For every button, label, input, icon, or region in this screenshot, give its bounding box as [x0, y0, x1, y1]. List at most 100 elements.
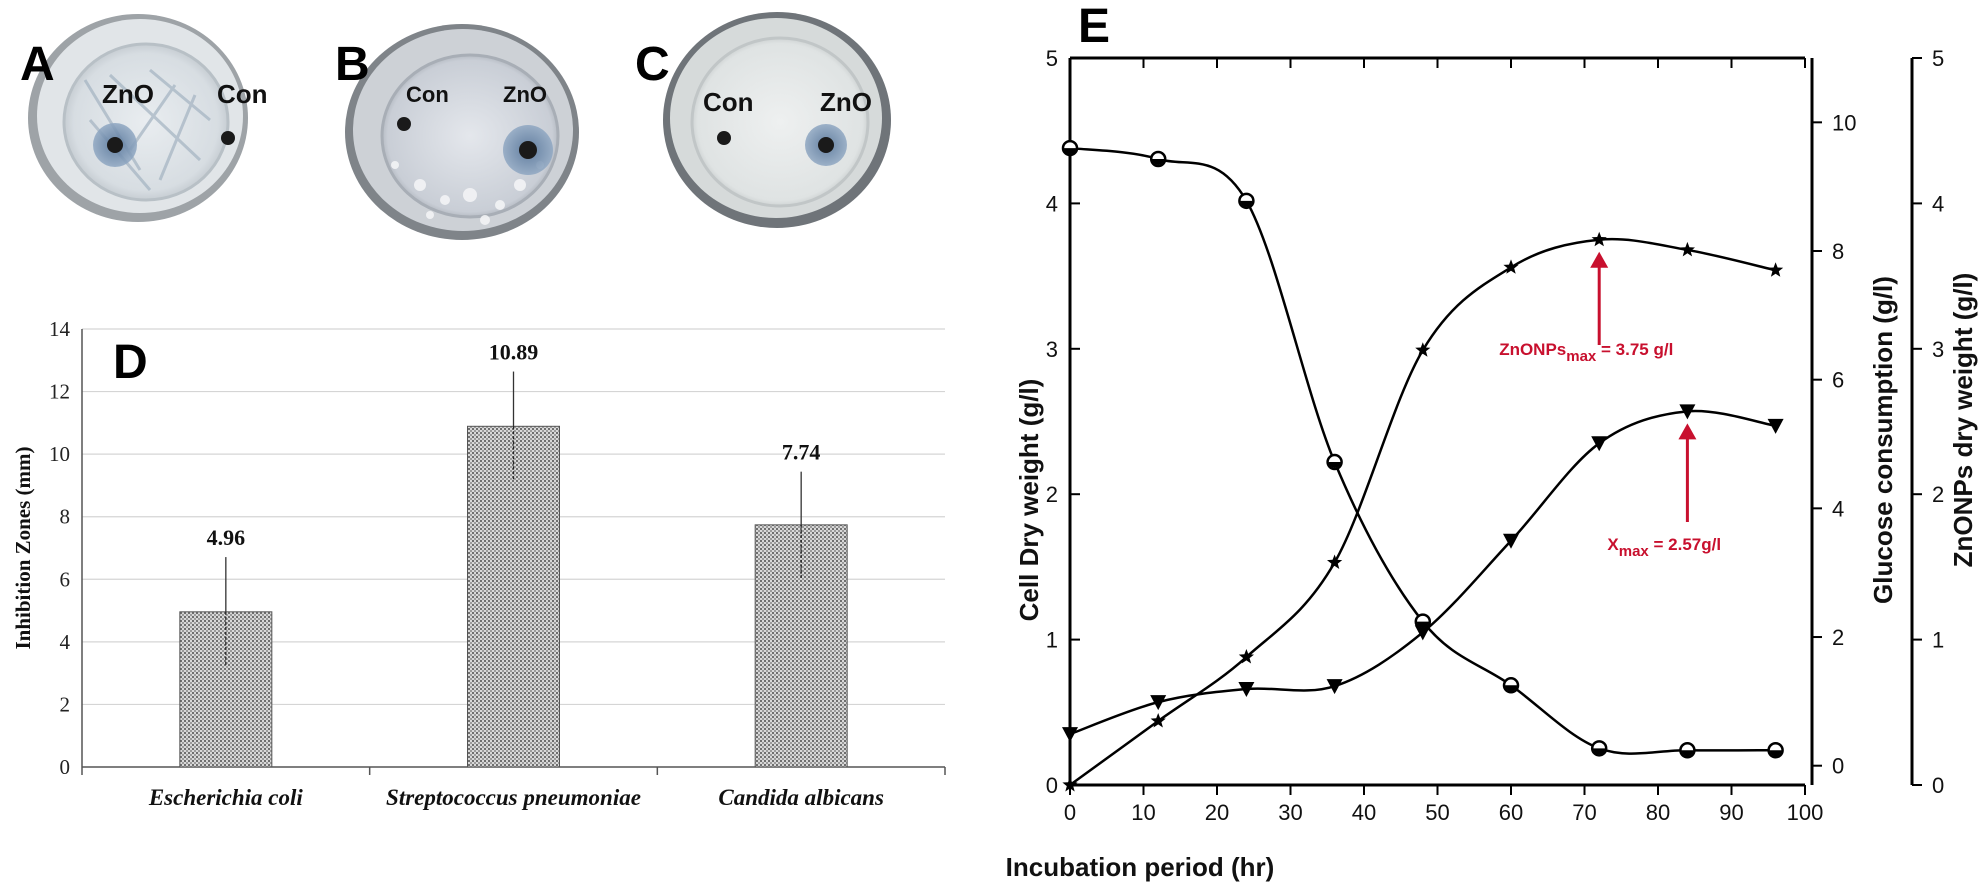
agar-plate — [690, 36, 870, 208]
e-marker-star — [1503, 259, 1519, 274]
e-middle-tick-label: 6 — [1832, 368, 1844, 393]
d-category-label: Candida albicans — [718, 785, 884, 810]
e-series-line-star — [1069, 237, 1776, 787]
e-annotation-label: ZnONPsmax = 3.75 g/l — [1499, 340, 1673, 365]
e-x-tick-label: 30 — [1278, 800, 1302, 825]
d-y-tick-label: 10 — [49, 442, 70, 466]
control-well — [397, 117, 411, 131]
dish-label-con: Con — [217, 79, 268, 109]
e-marker-star — [1062, 777, 1078, 792]
e-marker-triangle — [1238, 682, 1255, 698]
dish-label-zno: ZnO — [503, 82, 547, 107]
e-marker-circle-fill — [1064, 148, 1076, 155]
e-x-axis-label: Incubation period (hr) — [1006, 852, 1275, 882]
e-right-axis-label: ZnONPs dry weight (g/l) — [1948, 273, 1978, 568]
dish-label-con: Con — [703, 87, 754, 117]
panel-letter-d: D — [113, 336, 148, 389]
d-value-label: 7.74 — [782, 440, 821, 465]
e-x-tick-label: 20 — [1205, 800, 1229, 825]
e-marker-star — [1591, 231, 1607, 247]
e-marker-circle-fill — [1152, 159, 1165, 166]
e-marker-circle-fill — [1240, 200, 1253, 207]
d-y-tick-label: 12 — [49, 380, 70, 404]
e-marker-triangle — [1503, 533, 1519, 549]
e-left-tick-label: 5 — [1046, 46, 1058, 71]
e-marker-triangle — [1326, 679, 1343, 695]
e-marker-star — [1238, 649, 1254, 664]
d-bar — [467, 425, 560, 768]
e-marker-triangle — [1679, 404, 1696, 420]
e-middle-tick-label: 2 — [1832, 625, 1844, 650]
d-y-tick-label: 14 — [49, 317, 71, 341]
e-x-tick-label: 70 — [1572, 800, 1596, 825]
e-right-tick-label: 2 — [1932, 482, 1944, 507]
e-marker-circle-fill — [1593, 748, 1606, 755]
e-marker-circle-fill — [1416, 621, 1429, 628]
e-marker-circle-fill — [1328, 462, 1341, 469]
control-well — [717, 131, 731, 145]
dish-label-zno: ZnO — [820, 87, 872, 117]
e-marker-star — [1768, 262, 1784, 277]
d-y-tick-label: 4 — [60, 630, 71, 654]
e-left-tick-label: 3 — [1046, 337, 1058, 362]
panel-letter-b: B — [335, 38, 370, 91]
e-x-tick-label: 50 — [1425, 800, 1449, 825]
panel-d-bar-chart: D Inhibition Zones (mm) 0 2 4 6 8 10 12 14 4.96 E… — [11, 317, 946, 810]
panel-letter-a: A — [20, 38, 55, 91]
e-right-tick-label: 4 — [1932, 191, 1944, 216]
e-marker-circle-fill — [1681, 750, 1694, 757]
e-marker-star — [1327, 554, 1343, 569]
d-value-label: 4.96 — [207, 525, 246, 550]
d-y-tick-label: 6 — [60, 567, 71, 591]
e-series-line-triangle-down — [1069, 409, 1776, 736]
e-left-axis-label: Cell Dry weight (g/l) — [1014, 379, 1044, 622]
zno-well — [519, 141, 537, 159]
e-marker-triangle — [1414, 625, 1431, 641]
e-x-tick-label: 10 — [1131, 800, 1155, 825]
e-left-tick-label: 4 — [1046, 191, 1058, 216]
e-marker-triangle — [1591, 436, 1608, 452]
e-right-tick-label: 0 — [1932, 773, 1944, 798]
panel-c-petri-dish: C Con ZnO — [635, 12, 891, 228]
e-marker-triangle — [1150, 695, 1167, 711]
panel-a-petri-dish: A ZnO Con — [20, 14, 268, 222]
e-marker-circle-fill — [1505, 685, 1517, 692]
zno-well — [107, 137, 123, 153]
agar-plate — [380, 53, 560, 219]
e-x-tick-label: 0 — [1064, 800, 1076, 825]
panel-b-petri-dish: B Con ZnO — [335, 24, 579, 240]
panel-e-line-chart: E Incubation period (hr) 0 10 20 30 40 50 60 70… — [1006, 0, 1978, 882]
e-marker-star — [1150, 713, 1166, 728]
e-left-tick-label: 2 — [1046, 482, 1058, 507]
d-y-tick-label: 0 — [60, 755, 71, 779]
dish-label-con: Con — [406, 82, 449, 107]
e-marker-star — [1415, 342, 1431, 357]
e-marker-triangle — [1062, 727, 1078, 743]
d-y-axis-label: Inhibition Zones (mm) — [11, 446, 35, 649]
dish-label-zno: ZnO — [102, 79, 154, 109]
e-x-tick-label: 60 — [1499, 800, 1523, 825]
d-value-label: 10.89 — [489, 340, 539, 365]
e-x-tick-label: 40 — [1352, 800, 1376, 825]
e-marker-star — [1679, 241, 1695, 257]
e-middle-tick-label: 10 — [1832, 110, 1856, 135]
e-right-tick-label: 3 — [1932, 337, 1944, 362]
panel-letter-e: E — [1078, 0, 1110, 53]
e-right-tick-label: 1 — [1932, 628, 1944, 653]
e-x-tick-label: 100 — [1787, 800, 1824, 825]
e-left-tick-label: 1 — [1046, 628, 1058, 653]
e-middle-tick-label: 8 — [1832, 239, 1844, 264]
d-bar — [179, 611, 273, 768]
d-y-tick-label: 8 — [60, 505, 71, 529]
e-left-tick-label: 0 — [1046, 773, 1058, 798]
d-y-tick-label: 2 — [60, 692, 71, 716]
agar-plate — [62, 42, 230, 202]
d-category-label: Escherichia coli — [148, 785, 304, 810]
e-middle-axis-label: Glucose consumption (g/l) — [1868, 276, 1898, 604]
e-middle-tick-label: 0 — [1832, 754, 1844, 779]
e-x-tick-label: 80 — [1646, 800, 1670, 825]
d-category-label: Streptococcus pneumoniae — [386, 785, 641, 810]
e-series-line-circle — [1069, 146, 1776, 755]
e-marker-triangle — [1767, 418, 1784, 434]
